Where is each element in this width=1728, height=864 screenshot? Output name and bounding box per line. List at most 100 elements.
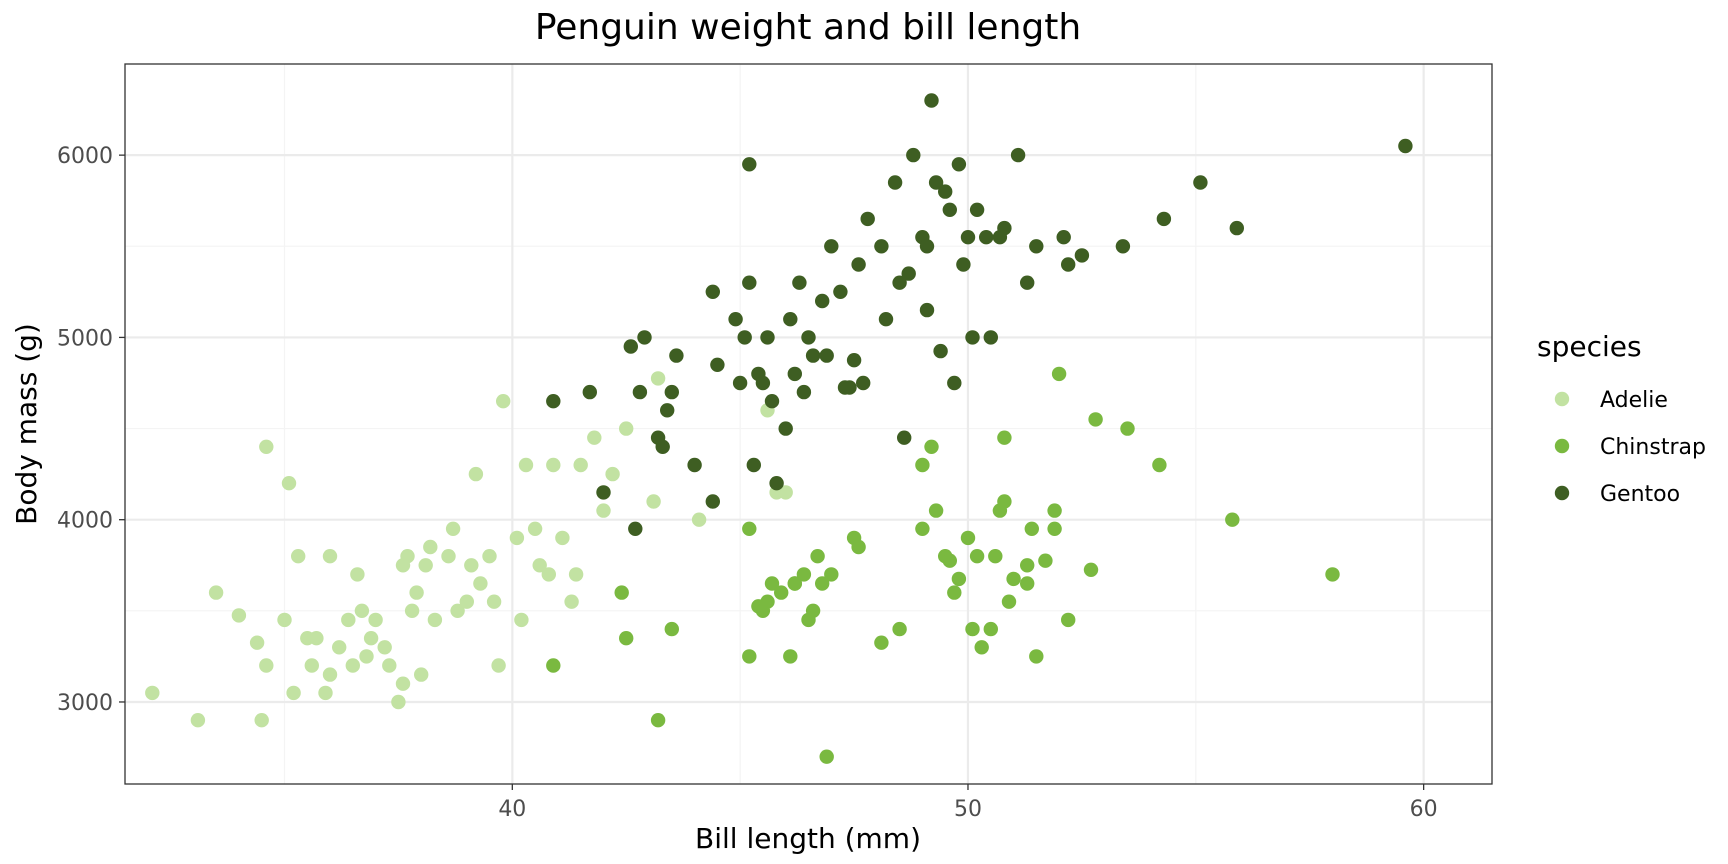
data-point <box>350 567 365 582</box>
data-point <box>860 211 875 227</box>
grid-lines <box>125 64 1492 784</box>
data-point <box>938 184 953 199</box>
data-point <box>897 430 912 445</box>
y-tick-label: 4000 <box>57 509 113 534</box>
data-point <box>1029 649 1044 664</box>
data-point <box>960 230 976 245</box>
data-point <box>664 621 679 637</box>
data-point <box>546 658 561 673</box>
data-point <box>919 302 935 318</box>
data-point <box>423 539 438 555</box>
data-point <box>145 685 160 701</box>
data-point <box>660 403 675 418</box>
data-point <box>833 284 848 299</box>
data-point <box>778 485 793 500</box>
data-point <box>915 521 930 536</box>
data-point <box>728 312 743 327</box>
data-point <box>815 576 830 591</box>
data-point <box>1193 175 1208 190</box>
data-point <box>815 293 830 309</box>
legend-key-chinstrap <box>1554 438 1570 454</box>
data-point <box>1038 553 1053 568</box>
data-point <box>901 266 916 281</box>
data-point <box>486 594 502 609</box>
x-tick-label: 60 <box>1410 797 1438 822</box>
data-point <box>906 147 921 163</box>
data-point <box>997 430 1012 445</box>
data-point <box>650 713 666 728</box>
y-tick-label: 6000 <box>57 144 113 169</box>
data-point <box>555 530 570 546</box>
data-point <box>947 585 962 600</box>
data-point <box>669 348 684 363</box>
data-point <box>605 466 620 482</box>
data-point <box>664 384 679 400</box>
data-point <box>1083 562 1099 577</box>
data-point <box>1229 220 1245 236</box>
data-point <box>1010 147 1026 163</box>
legend-key-gentoo <box>1554 485 1570 501</box>
data-point <box>1115 239 1131 254</box>
data-point <box>846 353 862 368</box>
data-point <box>983 330 998 345</box>
data-point <box>742 157 757 172</box>
data-point <box>760 594 775 609</box>
data-point <box>942 553 957 568</box>
data-point <box>190 713 206 728</box>
data-point <box>792 275 807 290</box>
data-point <box>691 512 707 527</box>
data-point <box>801 330 816 345</box>
data-point <box>655 439 670 454</box>
axis-ticks: 40 50 60 3000 4000 5000 6000 <box>57 144 1438 822</box>
data-point <box>532 558 547 573</box>
data-point <box>951 571 967 587</box>
data-point <box>527 521 543 536</box>
data-point <box>760 330 775 345</box>
data-point <box>354 603 370 618</box>
data-point <box>473 576 488 591</box>
data-point <box>796 567 812 582</box>
data-point <box>468 466 484 482</box>
data-point <box>805 603 821 618</box>
data-point <box>924 439 939 454</box>
data-point <box>259 439 274 454</box>
data-point <box>564 594 579 609</box>
data-point <box>787 366 802 382</box>
x-axis-title: Bill length (mm) <box>695 822 921 855</box>
data-point <box>1074 248 1090 263</box>
data-point <box>842 380 857 395</box>
data-point <box>231 608 247 623</box>
data-point <box>1056 230 1071 245</box>
data-point <box>377 640 392 655</box>
data-point <box>824 239 839 254</box>
data-point <box>969 549 985 564</box>
data-point <box>596 485 611 500</box>
y-tick-label: 5000 <box>57 326 113 351</box>
data-point <box>710 357 725 372</box>
data-point <box>878 312 894 327</box>
data-point <box>810 549 825 564</box>
data-point <box>997 220 1012 236</box>
data-point <box>988 549 1003 564</box>
data-point <box>208 585 224 600</box>
data-point <box>1156 211 1172 227</box>
data-point <box>892 621 907 637</box>
data-point <box>928 175 944 190</box>
data-point <box>450 603 465 618</box>
data-point <box>1001 594 1017 609</box>
data-point <box>637 330 652 345</box>
panel-border <box>124 63 1493 785</box>
data-point <box>928 503 944 518</box>
data-point <box>764 576 780 591</box>
data-point <box>491 658 506 673</box>
data-point <box>764 394 780 409</box>
data-point <box>345 658 360 673</box>
data-point <box>732 375 748 391</box>
data-point <box>1047 521 1062 536</box>
data-point <box>322 667 338 682</box>
data-point <box>819 348 834 363</box>
data-point <box>291 549 306 564</box>
data-point <box>1088 412 1103 427</box>
data-point <box>965 330 980 345</box>
data-point <box>541 567 556 582</box>
